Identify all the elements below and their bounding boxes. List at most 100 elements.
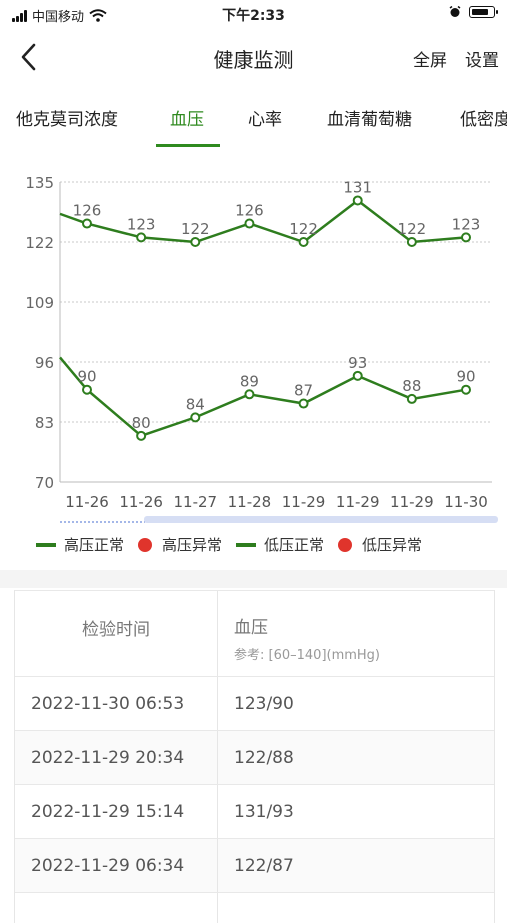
metric-tabs: 他克莫司浓度 血压 心率 血清葡萄糖 低密度 [0,95,507,150]
data-point [136,430,147,441]
row-value: 122/87 [234,855,294,876]
data-label: 122 [181,220,210,238]
legend-item-low-abnormal[interactable]: 低压异常 [338,534,422,555]
tab-tacrolimus[interactable]: 他克莫司浓度 [16,110,118,130]
x-tick-label: 11-29 [336,493,380,511]
y-tick-label: 83 [35,414,54,432]
legend-label: 低压正常 [264,536,325,554]
x-tick-label: 11-28 [228,493,272,511]
carrier-info: 中国移动 [12,6,107,25]
tab-heart-rate[interactable]: 心率 [248,110,282,130]
table-row[interactable]: 2022-11-29 20:34 122/88 [15,730,494,784]
legend-item-high-normal[interactable]: 高压正常 [36,534,124,555]
table-row-partial [15,892,494,923]
blood-pressure-chart: 135 122 109 96 83 70 11-26 11-26 11-27 11-28 11-29… [0,160,507,570]
tab-serum-glucose[interactable]: 血清葡萄糖 [327,110,412,130]
series-line [59,356,467,438]
legend-item-low-normal[interactable]: 低压正常 [236,534,324,555]
data-label: 90 [77,368,96,386]
data-label: 93 [348,354,367,372]
data-point [461,384,471,395]
data-label: 126 [73,202,102,220]
data-point [190,412,201,423]
data-label: 123 [127,215,156,233]
header-value-title: 血压 [234,618,268,638]
x-tick-label: 11-30 [444,493,488,511]
wifi-icon [89,9,107,22]
x-tick-label: 11-26 [65,493,109,511]
data-label: 89 [240,372,259,390]
row-time: 2022-11-29 15:14 [15,785,218,838]
table-row[interactable]: 2022-11-29 06:34 122/87 [15,838,494,892]
status-bar: 中国移动 下午2:33 [0,0,507,30]
legend-dot-marker [138,537,153,552]
row-time: 2022-11-30 06:53 [15,677,218,730]
battery-icon [469,6,498,18]
y-tick-label: 109 [25,294,54,312]
data-label: 90 [456,368,475,386]
active-tab-indicator [156,144,220,147]
legend-label: 高压正常 [64,536,125,554]
header-reference: 参考: [60–140](mmHg) [234,648,381,663]
row-value-empty [218,893,494,923]
data-point [190,237,201,247]
back-arrow-icon[interactable] [16,40,46,74]
chart-canvas: 135 122 109 96 83 70 11-26 11-26 11-27 11-28 11-29… [25,174,498,523]
data-point [244,389,255,400]
legend-item-high-abnormal[interactable]: 高压异常 [138,534,222,555]
table-row[interactable]: 2022-11-29 15:14 131/93 [15,784,494,838]
data-label: 84 [186,395,205,413]
x-tick-label: 11-26 [119,493,163,511]
carrier-name: 中国移动 [32,10,85,25]
data-point [298,398,309,409]
legend-line-marker [36,542,56,547]
data-label: 131 [343,178,372,196]
header-value: 血压 参考: [60–140](mmHg) [218,591,494,676]
row-time-empty [15,893,218,923]
y-tick-label: 122 [25,234,54,252]
section-divider [0,570,507,588]
legend-label: 低压异常 [362,536,423,554]
row-value: 123/90 [234,693,294,714]
data-point [82,384,92,395]
chart-legend: 高压正常 高压异常 低压正常 低压异常 [36,534,436,555]
data-label: 122 [289,220,318,238]
legend-label: 高压异常 [162,536,223,554]
data-label: 87 [294,382,313,400]
data-label: 126 [235,202,264,220]
settings-button[interactable]: 设置 [465,51,499,71]
table-row[interactable]: 2022-11-30 06:53 123/90 [15,676,494,730]
data-point [461,232,471,243]
zoom-range-bar [144,516,498,523]
data-point [82,218,92,229]
data-point [136,232,147,243]
signal-icon [12,9,27,22]
status-time: 下午2:33 [222,8,285,24]
row-value: 122/88 [234,747,294,768]
data-point [406,393,417,404]
records-table: 检验时间 血压 参考: [60–140](mmHg) 2022-11-30 06… [14,590,495,923]
data-label: 123 [452,215,481,233]
fullscreen-button[interactable]: 全屏 [413,51,447,71]
data-point [244,218,255,229]
header-time: 检验时间 [15,591,218,676]
tab-blood-pressure[interactable]: 血压 [170,110,204,130]
data-label: 122 [398,220,427,238]
legend-dot-marker [338,537,353,552]
y-tick-label: 70 [35,474,54,492]
data-label: 80 [132,414,151,432]
tab-ldl[interactable]: 低密度 [460,110,507,130]
x-tick-label: 11-29 [390,493,434,511]
y-tick-label: 135 [25,174,54,192]
table-header: 检验时间 血压 参考: [60–140](mmHg) [15,590,494,676]
data-point [298,237,309,247]
data-point [352,370,363,381]
row-time: 2022-11-29 06:34 [15,839,218,892]
x-tick-label: 11-29 [282,493,326,511]
data-label: 88 [402,377,421,395]
navigation-bar: 健康监测 全屏 设置 [0,32,507,82]
row-value: 131/93 [234,801,294,822]
row-time: 2022-11-29 20:34 [15,731,218,784]
data-point [406,237,417,247]
legend-line-marker [236,542,257,547]
